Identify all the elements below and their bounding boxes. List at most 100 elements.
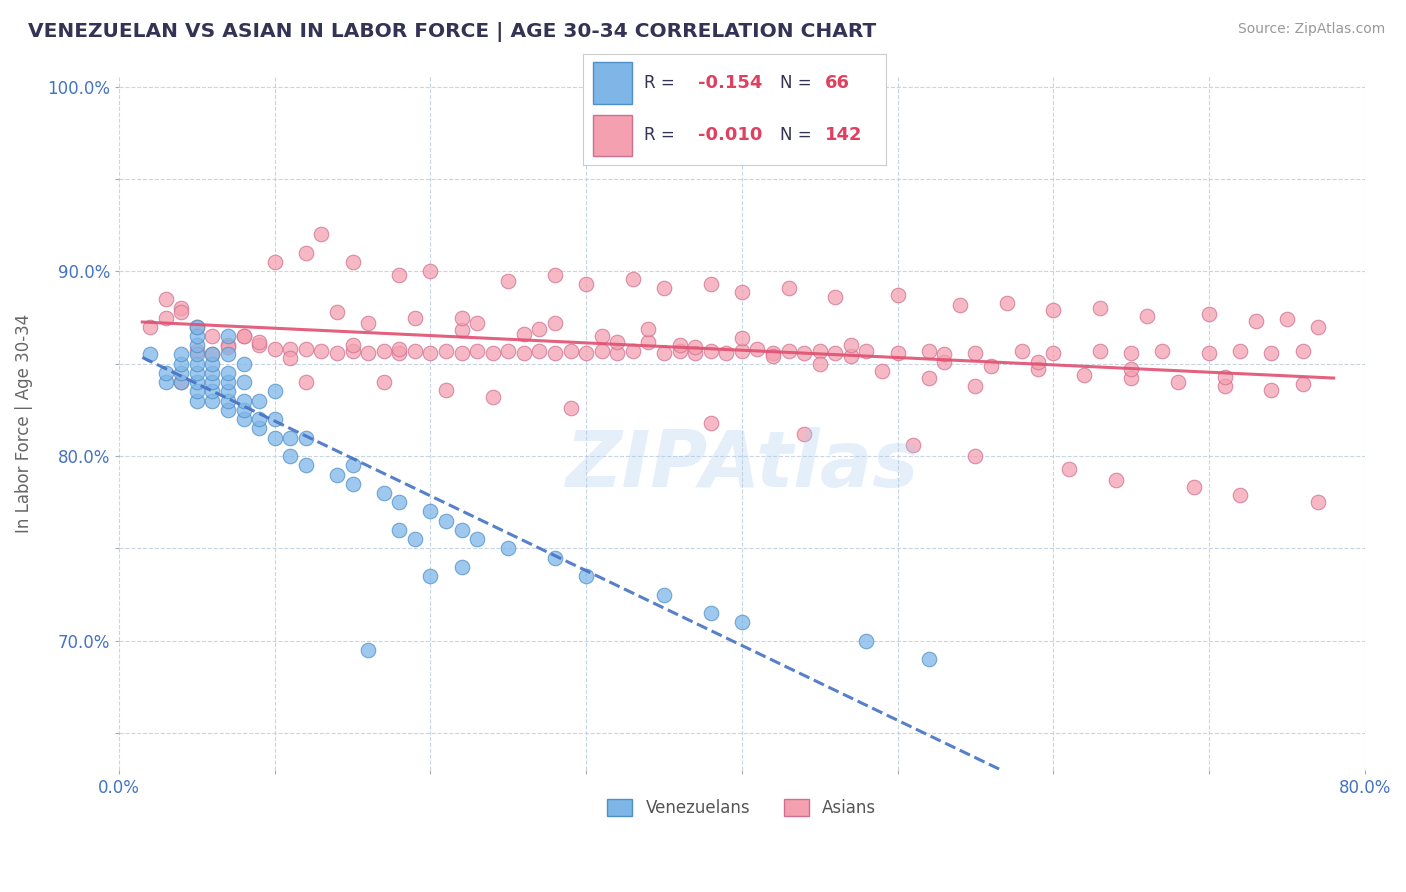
Point (263, 431, 285, 445)
Point (1136, 309, 1159, 323)
Point (326, 305, 349, 319)
Point (1121, 371, 1143, 385)
Point (170, 375, 193, 389)
Text: N =: N = (780, 74, 817, 92)
Point (1260, 345, 1282, 359)
Point (544, 550, 567, 565)
Point (683, 345, 706, 359)
Point (778, 343, 800, 358)
Point (373, 375, 395, 389)
Point (1306, 319, 1329, 334)
Point (247, 338, 270, 352)
Point (232, 357, 254, 371)
FancyBboxPatch shape (592, 62, 631, 103)
Point (155, 375, 177, 389)
Point (232, 329, 254, 343)
Point (186, 347, 208, 361)
Point (1121, 362, 1143, 376)
Point (186, 366, 208, 380)
Point (247, 421, 270, 435)
Point (465, 316, 488, 330)
Point (278, 342, 301, 356)
Point (294, 246, 316, 260)
Point (591, 329, 613, 343)
Point (965, 449, 987, 463)
Point (1198, 307, 1220, 321)
Point (186, 338, 208, 352)
Point (232, 402, 254, 417)
Point (155, 292, 177, 306)
Point (496, 343, 519, 358)
Point (496, 541, 519, 556)
Point (278, 431, 301, 445)
Point (1291, 377, 1313, 392)
Point (450, 559, 472, 574)
Point (808, 343, 831, 358)
Point (294, 431, 316, 445)
Point (139, 347, 162, 361)
Point (668, 338, 690, 352)
Point (201, 393, 224, 408)
Point (419, 264, 441, 278)
Point (263, 384, 285, 399)
Point (824, 345, 846, 359)
Point (621, 343, 644, 358)
Point (373, 486, 395, 500)
Point (294, 375, 316, 389)
Point (186, 357, 208, 371)
Point (342, 343, 364, 358)
Point (357, 316, 380, 330)
Point (450, 323, 472, 337)
Point (934, 347, 956, 361)
Point (1260, 383, 1282, 397)
Point (699, 606, 721, 620)
Point (513, 345, 536, 359)
Point (1229, 343, 1251, 358)
Point (1042, 303, 1064, 318)
Text: R =: R = (644, 127, 681, 145)
Point (155, 310, 177, 325)
Point (186, 375, 208, 389)
Point (1057, 462, 1080, 476)
Point (201, 347, 224, 361)
Point (388, 523, 411, 537)
Point (1026, 355, 1049, 369)
Point (326, 345, 349, 359)
Text: VENEZUELAN VS ASIAN IN LABOR FORCE | AGE 30-34 CORRELATION CHART: VENEZUELAN VS ASIAN IN LABOR FORCE | AGE… (28, 22, 876, 42)
Point (170, 301, 193, 316)
Point (855, 633, 877, 648)
Point (326, 467, 349, 482)
Text: N =: N = (780, 127, 817, 145)
Point (170, 357, 193, 371)
Point (1198, 345, 1220, 359)
Point (529, 321, 551, 335)
Point (342, 338, 364, 352)
Point (139, 319, 162, 334)
Point (186, 393, 208, 408)
Point (217, 329, 239, 343)
Point (247, 412, 270, 426)
Point (388, 342, 411, 356)
Point (824, 290, 846, 304)
Point (404, 532, 426, 546)
Point (652, 588, 675, 602)
Point (170, 305, 193, 319)
Point (606, 334, 628, 349)
Point (1088, 301, 1111, 316)
Point (434, 343, 457, 358)
Point (450, 345, 472, 359)
Point (1042, 345, 1064, 359)
Point (232, 375, 254, 389)
Point (357, 345, 380, 359)
Point (388, 345, 411, 359)
Point (870, 364, 893, 378)
Point (294, 342, 316, 356)
Y-axis label: In Labor Force | Age 30-34: In Labor Force | Age 30-34 (15, 314, 32, 533)
Point (465, 343, 488, 358)
Point (186, 319, 208, 334)
Point (606, 345, 628, 359)
Point (217, 375, 239, 389)
Point (747, 342, 769, 356)
Point (217, 402, 239, 417)
Point (450, 310, 472, 325)
